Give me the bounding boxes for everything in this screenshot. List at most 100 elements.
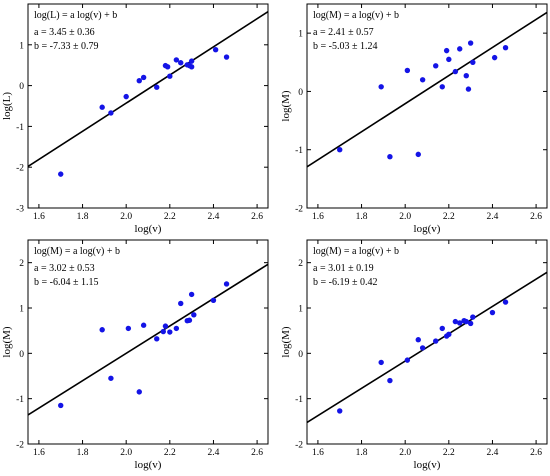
y-tick-label: 0 bbox=[298, 88, 303, 98]
data-point bbox=[188, 58, 195, 64]
intercept-text: b = -7.33 ± 0.79 bbox=[34, 41, 98, 52]
x-tick-label: 1.8 bbox=[356, 448, 368, 458]
x-tick-label: 1.6 bbox=[33, 212, 45, 222]
data-point bbox=[467, 320, 474, 327]
slope-text: a = 3.01 ± 0.19 bbox=[313, 263, 374, 274]
x-axis-label: log(v) bbox=[414, 223, 441, 235]
y-tick-label: 2 bbox=[298, 259, 303, 269]
data-point bbox=[419, 345, 426, 351]
data-point bbox=[463, 72, 469, 79]
data-point bbox=[378, 359, 384, 366]
x-tick-label: 1.6 bbox=[312, 448, 324, 458]
y-tick-label: 1 bbox=[19, 305, 24, 315]
x-tick-label: 2.0 bbox=[399, 448, 411, 458]
data-point bbox=[446, 331, 452, 337]
y-tick-label: -2 bbox=[295, 441, 303, 451]
x-tick-label: 2.4 bbox=[208, 212, 220, 222]
data-point bbox=[452, 68, 459, 75]
data-point bbox=[404, 357, 411, 363]
data-point bbox=[415, 337, 421, 343]
data-point bbox=[387, 377, 393, 384]
plot-frame bbox=[27, 3, 269, 209]
data-point bbox=[108, 110, 114, 116]
data-point bbox=[223, 281, 230, 287]
data-point bbox=[470, 59, 476, 65]
data-point bbox=[415, 151, 421, 158]
fit-line bbox=[307, 271, 547, 424]
data-point bbox=[167, 73, 173, 79]
data-point bbox=[173, 57, 180, 63]
y-tick-label: -2 bbox=[16, 441, 24, 451]
data-point bbox=[160, 328, 166, 335]
y-tick-label: -1 bbox=[295, 146, 303, 156]
x-tick-label: 2.2 bbox=[443, 448, 455, 458]
y-tick-label: 1 bbox=[298, 30, 303, 40]
data-point bbox=[188, 291, 195, 298]
slope-text: a = 2.41 ± 0.57 bbox=[313, 27, 374, 38]
data-point bbox=[125, 325, 132, 332]
data-point bbox=[167, 329, 173, 335]
data-point bbox=[502, 299, 509, 305]
x-tick-label: 1.6 bbox=[312, 212, 324, 222]
chart-panel-2: 1.6 1.8 2.0 2.2 2.4 2.6 -2 -1 0 1 log(v) log(M) log(… bbox=[280, 3, 548, 235]
y-tick-label: 2 bbox=[19, 259, 24, 269]
x-axis-label: log(v) bbox=[135, 223, 162, 235]
data-point bbox=[186, 317, 193, 323]
data-point bbox=[108, 375, 114, 381]
y-axis-label: log(M) bbox=[280, 90, 292, 122]
data-point bbox=[173, 325, 180, 332]
x-tick-label: 2.4 bbox=[208, 448, 220, 458]
y-tick-label: 0 bbox=[19, 350, 24, 360]
data-point bbox=[433, 338, 439, 344]
x-tick-label: 2.6 bbox=[530, 448, 542, 458]
y-tick-label: -1 bbox=[16, 395, 24, 405]
y-tick-label: 1 bbox=[298, 305, 303, 315]
data-point bbox=[465, 86, 472, 92]
intercept-text: b = -6.04 ± 1.15 bbox=[34, 277, 98, 288]
x-tick-label: 2.2 bbox=[443, 212, 455, 222]
x-tick-label: 1.8 bbox=[77, 448, 89, 458]
x-tick-label: 2.4 bbox=[487, 212, 499, 222]
data-point bbox=[443, 47, 450, 54]
data-point bbox=[58, 171, 64, 177]
x-tick-label: 2.0 bbox=[120, 212, 132, 222]
data-point bbox=[452, 318, 459, 325]
data-point bbox=[337, 408, 343, 414]
data-point bbox=[178, 60, 184, 66]
fit-line bbox=[28, 263, 268, 416]
y-axis-label: log(M) bbox=[280, 326, 292, 358]
data-point bbox=[136, 389, 142, 395]
data-point bbox=[191, 312, 197, 318]
equation-text: log(L) = a log(v) + b bbox=[34, 10, 117, 21]
intercept-text: b = -6.19 ± 0.42 bbox=[313, 277, 377, 288]
equation-text: log(M) = a log(v) + b bbox=[313, 246, 399, 257]
y-tick-label: 0 bbox=[19, 82, 24, 92]
plot-frame bbox=[306, 239, 548, 445]
slope-text: a = 3.45 ± 0.36 bbox=[34, 27, 95, 38]
x-tick-label: 2.6 bbox=[251, 448, 263, 458]
data-point bbox=[467, 40, 474, 46]
x-tick-label: 2.4 bbox=[487, 448, 499, 458]
y-tick-label: -2 bbox=[295, 205, 303, 215]
x-axis-label: log(v) bbox=[414, 459, 441, 471]
data-point bbox=[433, 63, 439, 69]
slope-text: a = 3.02 ± 0.53 bbox=[34, 263, 95, 274]
x-tick-label: 2.2 bbox=[164, 212, 176, 222]
data-point bbox=[457, 46, 463, 52]
data-point bbox=[404, 67, 411, 74]
chart-panel-4: 1.6 1.8 2.0 2.2 2.4 2.6 -2 -1 0 1 2 log(v) log(M) log… bbox=[280, 239, 548, 471]
data-point bbox=[439, 325, 445, 332]
data-point bbox=[489, 309, 496, 316]
x-tick-label: 2.0 bbox=[120, 448, 132, 458]
data-point bbox=[140, 322, 147, 328]
fit-line bbox=[28, 10, 268, 168]
intercept-text: b = -5.03 ± 1.24 bbox=[313, 41, 377, 52]
plot-frame bbox=[306, 3, 548, 209]
data-point bbox=[491, 54, 498, 61]
chart-panel-3: 1.6 1.8 2.0 2.2 2.4 2.6 -2 -1 0 1 2 log(v) log(M) log… bbox=[1, 239, 269, 471]
data-point bbox=[210, 297, 217, 303]
data-point bbox=[58, 402, 64, 409]
data-point bbox=[378, 84, 384, 90]
fit-line bbox=[307, 11, 547, 168]
